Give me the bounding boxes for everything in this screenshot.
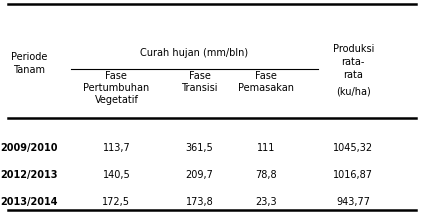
Text: 140,5: 140,5: [103, 170, 130, 180]
Text: 1045,32: 1045,32: [333, 142, 374, 153]
Text: 172,5: 172,5: [103, 197, 131, 206]
Text: 111: 111: [257, 142, 275, 153]
Text: 1016,87: 1016,87: [333, 170, 373, 180]
Text: Fase
Pertumbuhan
Vegetatif: Fase Pertumbuhan Vegetatif: [83, 71, 150, 106]
Text: Curah hujan (mm/bln): Curah hujan (mm/bln): [140, 48, 248, 58]
Text: 2009/2010: 2009/2010: [0, 142, 58, 153]
Text: 113,7: 113,7: [103, 142, 130, 153]
Text: 2012/2013: 2012/2013: [0, 170, 58, 180]
Text: Produksi
rata-
rata: Produksi rata- rata: [332, 44, 374, 80]
Text: 943,77: 943,77: [336, 197, 370, 206]
Text: 173,8: 173,8: [186, 197, 213, 206]
Text: Fase
Transisi: Fase Transisi: [181, 71, 218, 93]
Text: 361,5: 361,5: [186, 142, 213, 153]
Text: 23,3: 23,3: [255, 197, 277, 206]
Text: 78,8: 78,8: [255, 170, 277, 180]
Text: 209,7: 209,7: [186, 170, 213, 180]
Text: 2013/2014: 2013/2014: [0, 197, 58, 206]
Text: (ku/ha): (ku/ha): [336, 86, 371, 96]
Text: Fase
Pemasakan: Fase Pemasakan: [238, 71, 294, 93]
Text: Periode
Tanam: Periode Tanam: [11, 52, 47, 75]
